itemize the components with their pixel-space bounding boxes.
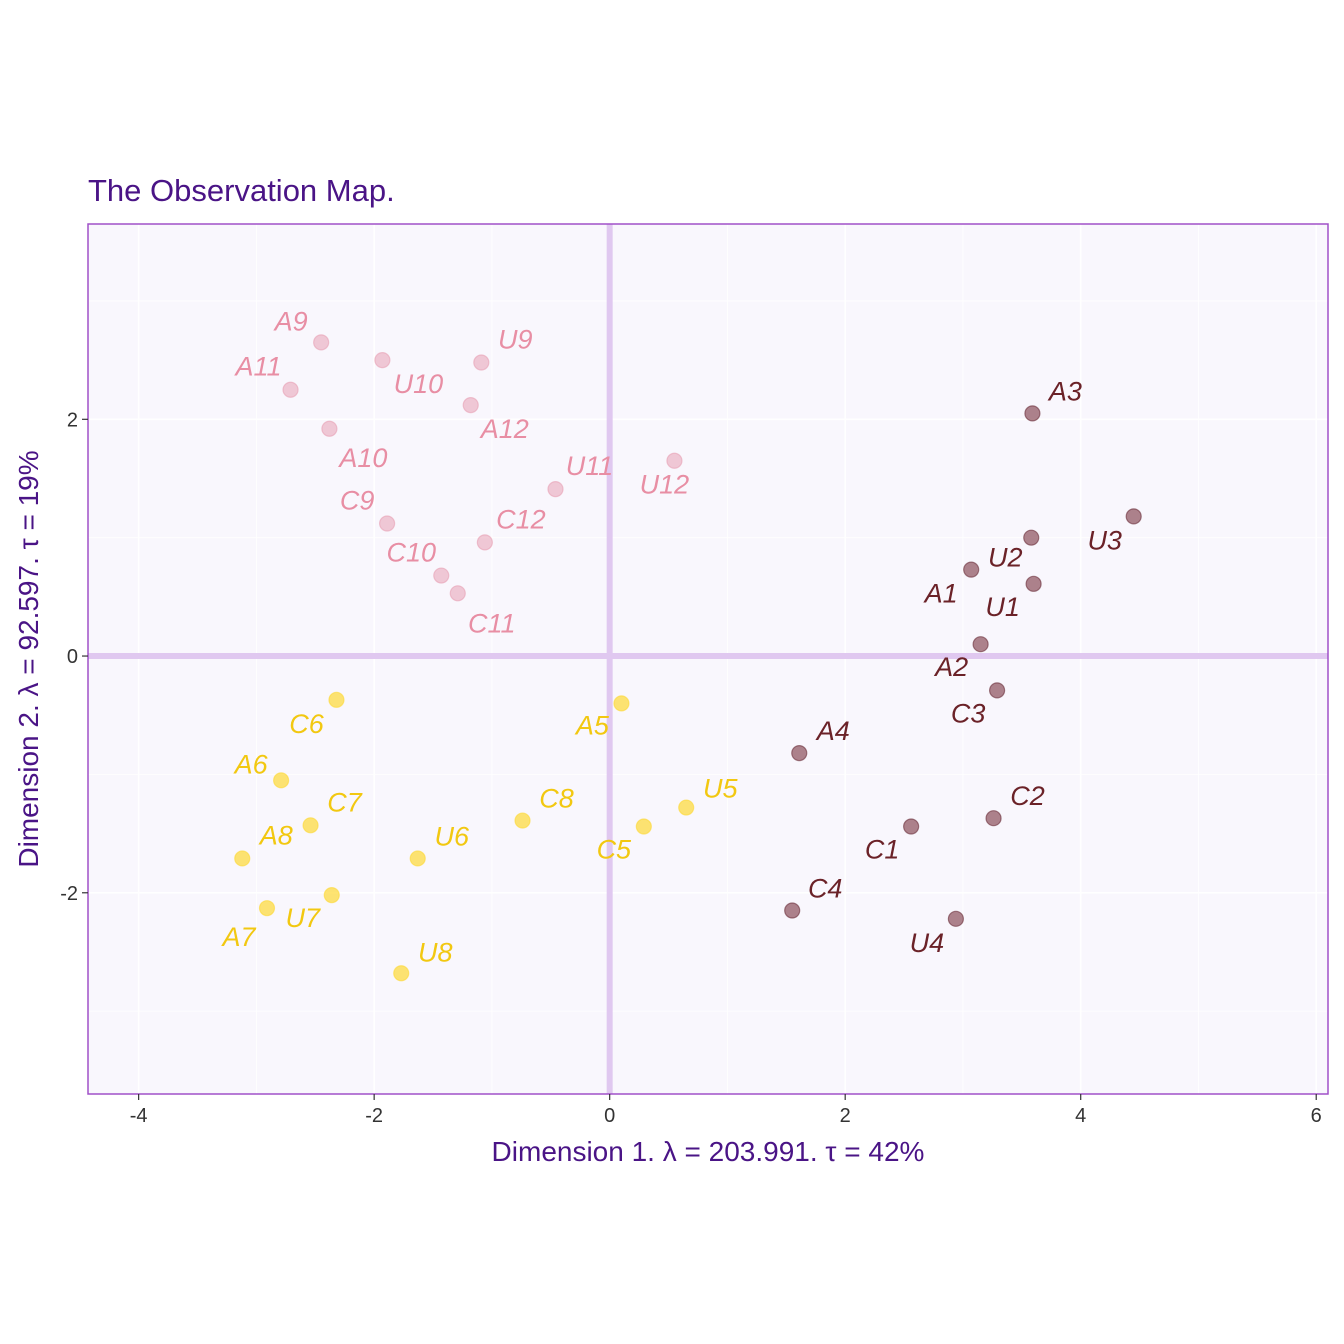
data-point-c4	[784, 902, 801, 919]
x-tick-label: 6	[1311, 1105, 1322, 1127]
point-label-u12: U12	[640, 470, 690, 500]
data-point-a10	[321, 420, 338, 437]
data-point-a1	[963, 561, 980, 578]
x-axis-title: Dimension 1. λ = 203.991. τ = 42%	[492, 1136, 925, 1167]
data-point-c10	[433, 567, 450, 584]
point-label-u2: U2	[988, 543, 1023, 573]
data-point-a7	[258, 900, 276, 917]
point-label-u9: U9	[498, 324, 533, 354]
point-label-a5: A5	[574, 710, 610, 740]
point-label-a7: A7	[220, 922, 256, 952]
y-tick-label: -2	[60, 883, 78, 905]
point-label-u6: U6	[434, 821, 469, 851]
data-point-u6	[409, 850, 426, 867]
data-point-a6	[273, 772, 290, 789]
y-tick-label: 2	[67, 409, 78, 431]
point-label-u10: U10	[394, 369, 444, 399]
data-point-a12	[462, 397, 479, 414]
point-label-c8: C8	[539, 784, 574, 814]
data-point-u12	[666, 452, 683, 469]
point-label-c3: C3	[951, 698, 986, 728]
point-label-c5: C5	[597, 834, 632, 864]
data-point-c2	[985, 810, 1002, 827]
data-point-a5	[613, 695, 630, 712]
data-point-a8	[234, 850, 251, 867]
data-point-a2	[972, 636, 989, 653]
y-axis-title: Dimension 2. λ = 92.597. τ = 19%	[13, 450, 44, 867]
point-label-c6: C6	[289, 709, 324, 739]
point-label-a3: A3	[1047, 376, 1082, 406]
point-label-a9: A9	[273, 306, 308, 336]
point-label-a12: A12	[479, 414, 529, 444]
x-tick-label: 2	[840, 1105, 851, 1127]
data-points	[234, 334, 1142, 982]
data-point-a3	[1024, 405, 1041, 422]
data-point-c11	[449, 585, 466, 602]
data-point-a4	[791, 745, 808, 762]
point-label-c2: C2	[1010, 781, 1045, 811]
x-tick-label: 0	[604, 1105, 615, 1127]
data-point-a9	[313, 334, 330, 351]
data-point-u8	[393, 965, 410, 982]
data-point-u9	[473, 354, 490, 371]
data-point-u7	[323, 887, 340, 904]
data-point-c7	[302, 817, 319, 834]
data-point-u1	[1025, 575, 1042, 592]
point-label-c9: C9	[340, 485, 375, 515]
data-point-u5	[678, 799, 695, 816]
x-tick-label: -2	[365, 1105, 383, 1127]
data-point-u10	[374, 352, 391, 369]
x-tick-label: 4	[1075, 1105, 1086, 1127]
point-label-u4: U4	[910, 928, 945, 958]
data-point-u2	[1023, 529, 1040, 546]
point-label-c1: C1	[865, 834, 900, 864]
point-label-a4: A4	[815, 716, 850, 746]
point-label-a1: A1	[923, 579, 958, 609]
plot-border	[87, 223, 1329, 1095]
data-point-u11	[547, 481, 564, 498]
point-label-c12: C12	[496, 504, 546, 534]
point-label-u1: U1	[985, 592, 1020, 622]
chart-title: The Observation Map.	[88, 173, 395, 208]
point-labels: A9 A11 A10 U10 U9 A12 U11 U12 C9 C12 C10 C11 C6 A6 C7 A…	[220, 306, 1121, 967]
data-point-c1	[903, 818, 920, 835]
point-label-u3: U3	[1087, 525, 1122, 555]
point-label-a8: A8	[258, 820, 293, 850]
data-point-c9	[379, 515, 396, 532]
point-label-u11: U11	[566, 451, 614, 481]
data-point-a11	[282, 381, 299, 398]
data-point-c3	[988, 682, 1006, 699]
point-label-u5: U5	[703, 774, 738, 804]
data-point-c12	[476, 534, 493, 551]
data-point-c8	[514, 812, 531, 829]
point-label-c11: C11	[468, 608, 516, 638]
data-point-u3	[1125, 508, 1142, 525]
y-tick-label: 0	[67, 646, 78, 668]
axis-ticks: -4 -2 0 2 4 6 -2 0 2	[60, 409, 1322, 1127]
point-label-c10: C10	[387, 538, 437, 568]
point-label-a2: A2	[933, 652, 968, 682]
point-label-u7: U7	[286, 903, 321, 933]
point-label-a6: A6	[233, 749, 269, 779]
point-label-a10: A10	[337, 443, 387, 473]
point-label-c4: C4	[808, 874, 843, 904]
origin-lines	[88, 224, 1328, 1094]
data-point-c6	[328, 691, 345, 708]
point-label-c7: C7	[327, 787, 362, 817]
data-point-u4	[947, 910, 964, 927]
point-label-a11: A11	[234, 352, 282, 382]
data-point-c5	[635, 818, 652, 835]
point-label-u8: U8	[418, 937, 453, 967]
x-tick-label: -4	[130, 1105, 148, 1127]
